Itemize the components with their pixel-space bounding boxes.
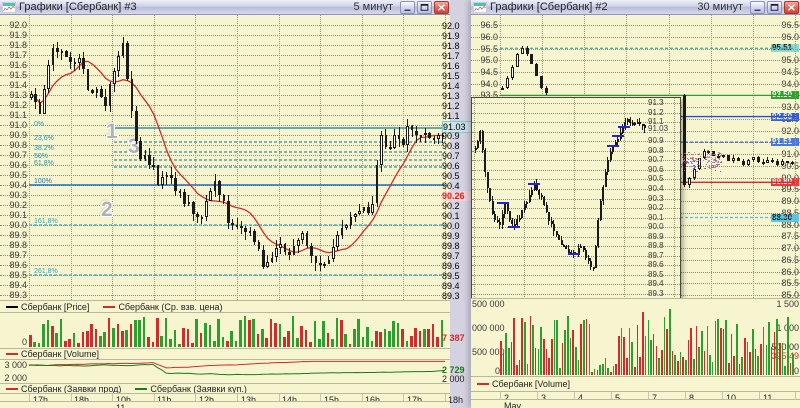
svg-text:261,8%: 261,8%	[34, 268, 58, 275]
svg-text:100%: 100%	[34, 178, 52, 185]
svg-text:161,8%: 161,8%	[34, 218, 58, 225]
svg-text:23,6%: 23,6%	[34, 135, 54, 142]
svg-text:38.2%: 38.2%	[34, 145, 54, 152]
